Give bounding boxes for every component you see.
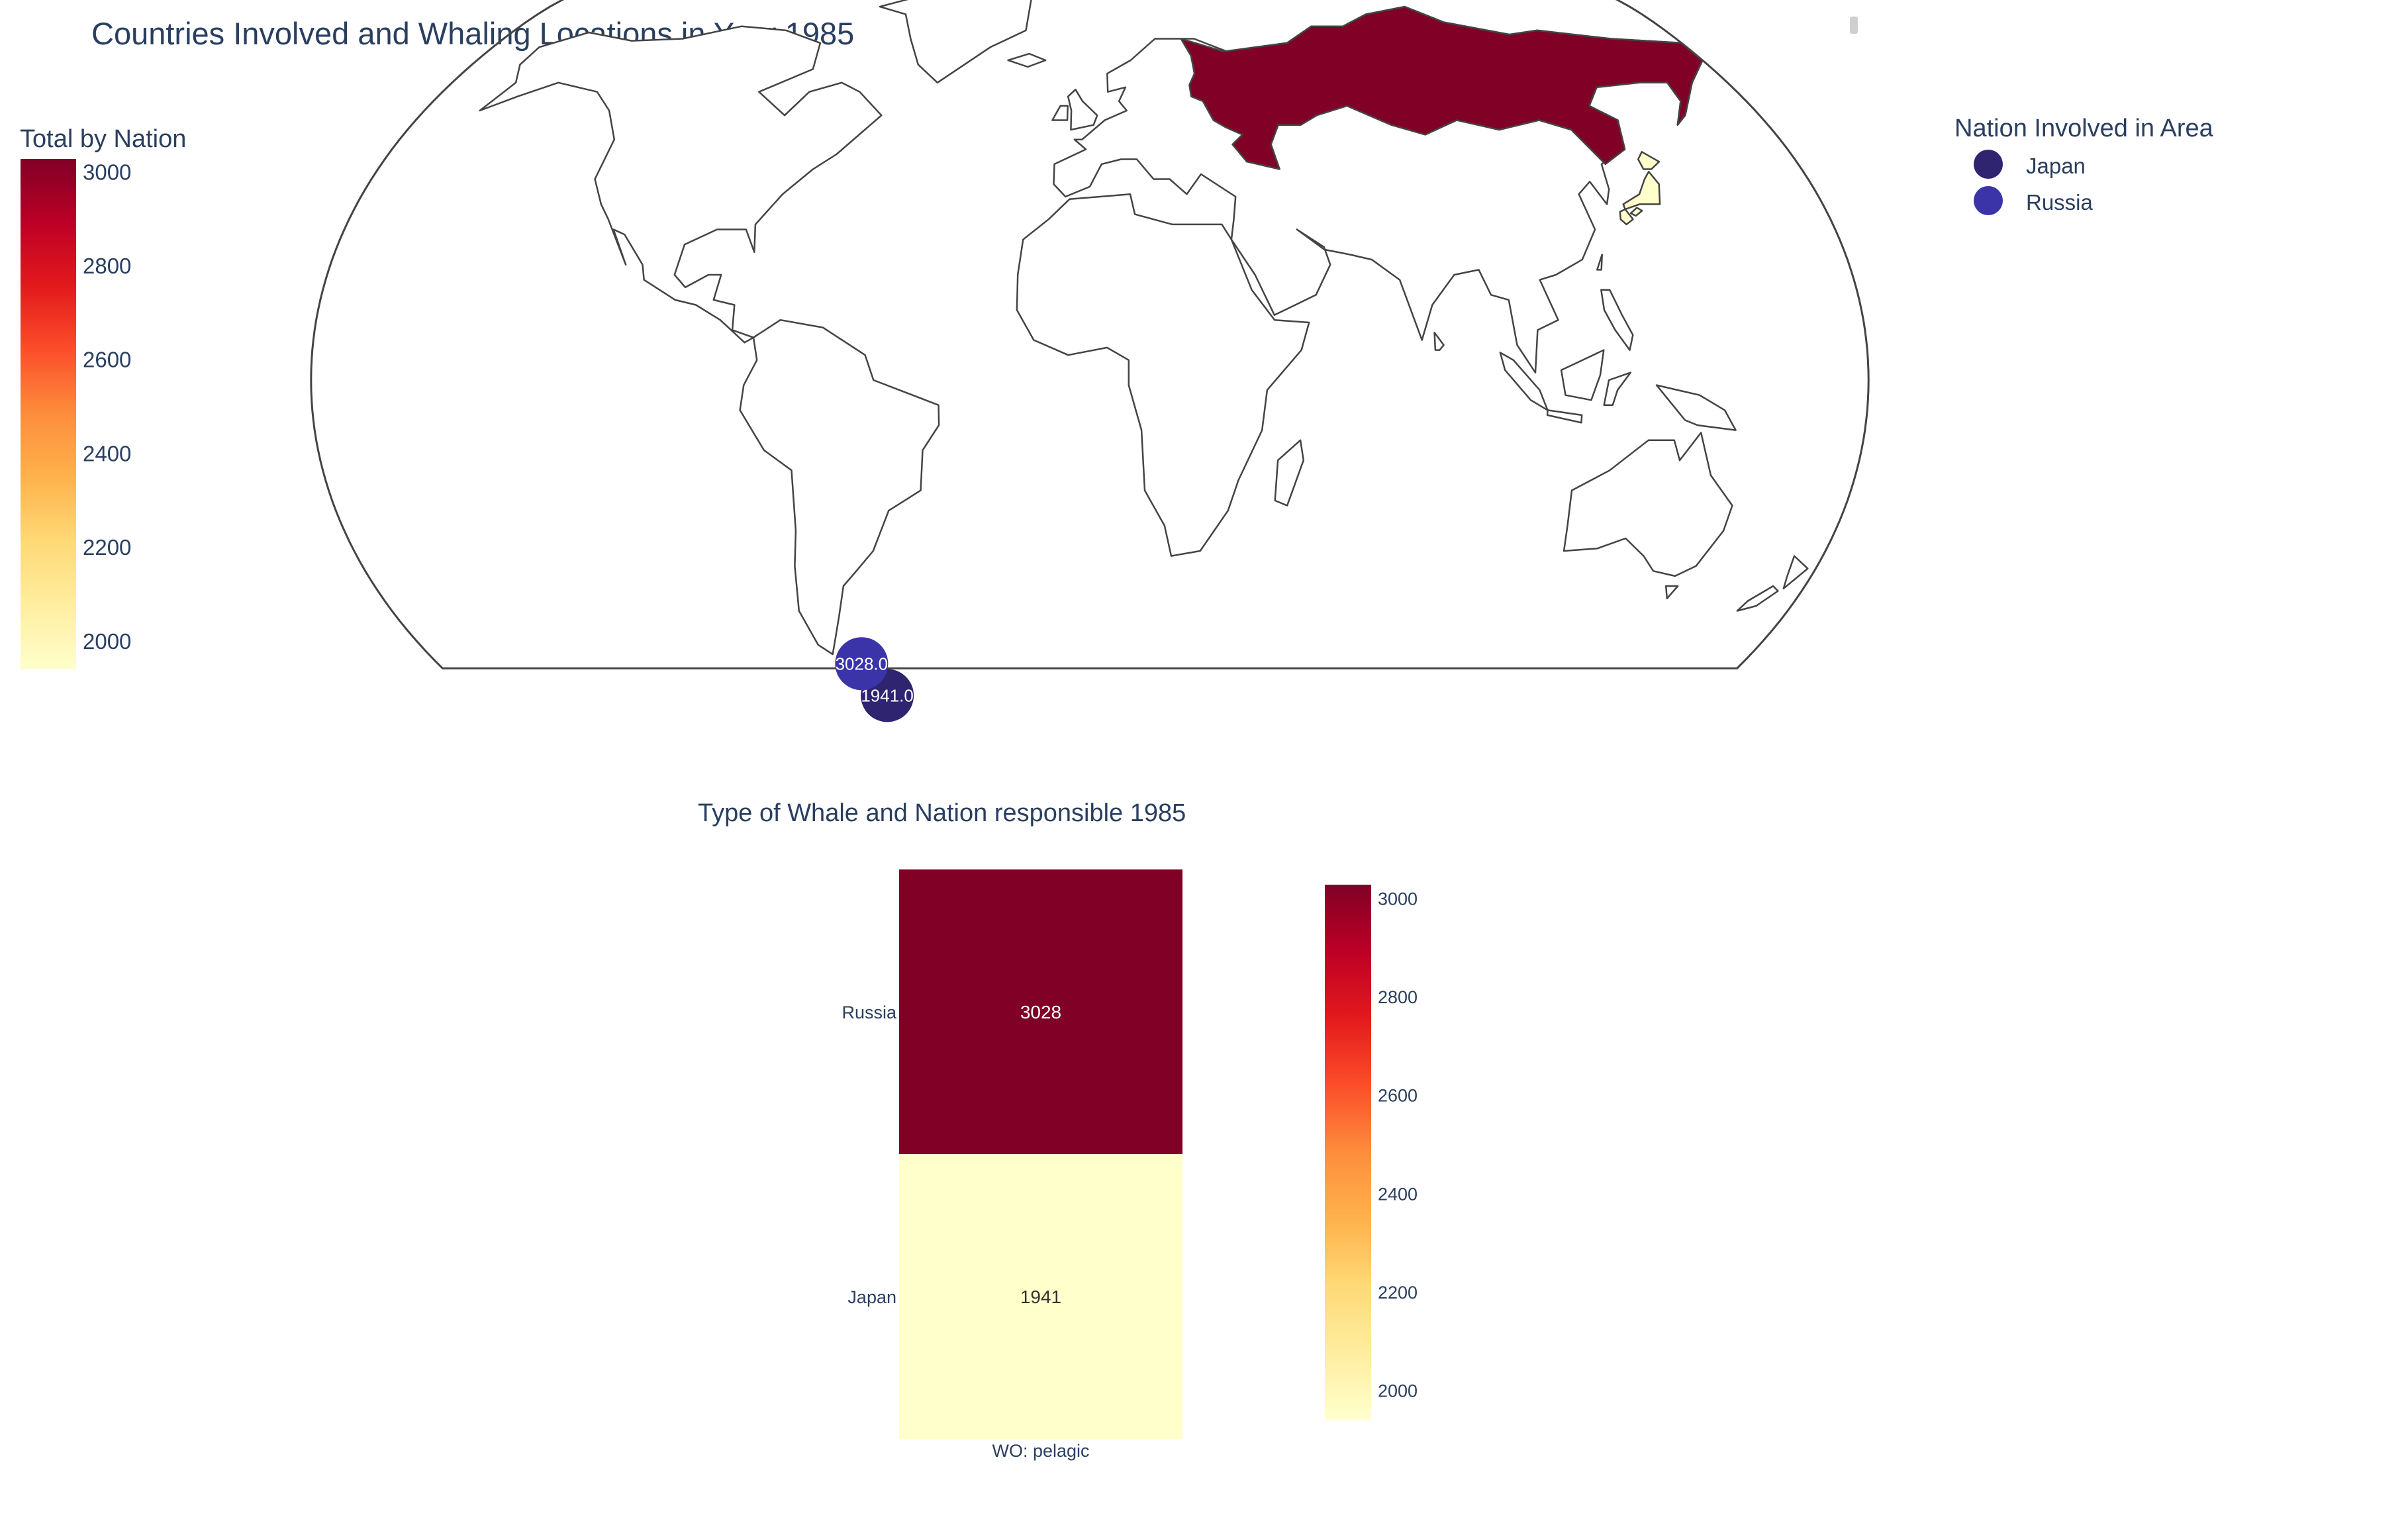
heatmap-x-tick-label: WO: pelagic xyxy=(992,1441,1089,1461)
heatmap-chart: Type of Whale and Nation responsible 198… xyxy=(698,799,1418,1461)
legend-item-russia[interactable]: Russia xyxy=(1974,186,2094,215)
russia-region[interactable] xyxy=(1180,5,1704,170)
legend: Nation Involved in Area Japan Russia xyxy=(1954,115,2214,215)
shikoku-region[interactable] xyxy=(1629,207,1643,217)
legend-label: Russia xyxy=(2026,190,2094,215)
heatmap-cell-japan[interactable] xyxy=(899,1154,1182,1439)
modebar-handle[interactable] xyxy=(1850,17,1858,34)
circle-marker-icon xyxy=(1974,186,2003,215)
heatmap-cell-russia[interactable] xyxy=(899,869,1182,1154)
north-america-landmass xyxy=(479,25,883,344)
heatmap-title: Type of Whale and Nation responsible 198… xyxy=(698,799,1186,827)
kyushu-region[interactable] xyxy=(1619,208,1634,226)
borneo-landmass xyxy=(1560,349,1605,401)
map-colorbar-tick-label: 2200 xyxy=(83,535,131,560)
hokkaido-region[interactable] xyxy=(1637,151,1661,170)
africa-landmass xyxy=(1016,193,1310,557)
madagascar-landmass xyxy=(1274,439,1305,507)
tasmania-landmass xyxy=(1664,585,1679,600)
bubble-label: 3028.0 xyxy=(836,654,889,673)
bubble-marker xyxy=(835,637,889,691)
philippines-landmass xyxy=(1600,289,1634,351)
whaling-marker-russia[interactable]: 3028.0 xyxy=(835,637,889,691)
map-colorbar-tick-label: 2400 xyxy=(83,441,131,466)
heatmap-colorbar-ramp xyxy=(1325,885,1371,1420)
sri-lanka-landmass xyxy=(1433,331,1445,351)
java-landmass xyxy=(1546,409,1583,424)
map-colorbar: Total by Nation 3000 2800 2600 2400 2200 2000 xyxy=(20,125,186,669)
world-map[interactable]: 1941.0 3028.0 xyxy=(310,0,1870,785)
greenland-landmass xyxy=(879,0,1032,84)
heatmap-y-tick-label: Russia xyxy=(842,1003,897,1022)
honshu-region[interactable] xyxy=(1622,170,1661,211)
iceland-landmass xyxy=(1007,52,1047,68)
new-guinea-landmass xyxy=(1655,384,1737,431)
great-britain-landmass xyxy=(1067,88,1098,131)
antarctica-landmass xyxy=(504,691,1665,785)
new-zealand-south-landmass xyxy=(1736,585,1779,612)
heatmap-colorbar-tick-label: 2600 xyxy=(1378,1086,1418,1106)
map-colorbar-tick-label: 2800 xyxy=(83,254,131,278)
legend-title: Nation Involved in Area xyxy=(1954,115,2214,142)
heatmap-cell-value: 3028 xyxy=(1020,1002,1061,1022)
australia-landmass xyxy=(1563,432,1733,577)
heatmap-colorbar-tick-label: 2200 xyxy=(1378,1283,1418,1303)
legend-item-japan[interactable]: Japan xyxy=(1974,150,2086,179)
ireland-landmass xyxy=(1051,105,1069,121)
map-colorbar-title: Total by Nation xyxy=(20,125,186,153)
new-zealand-north-landmass xyxy=(1782,555,1809,590)
circle-marker-icon xyxy=(1974,150,2003,179)
heatmap-colorbar-tick-label: 3000 xyxy=(1378,889,1418,909)
map-frame xyxy=(310,0,1870,669)
heatmap-cell-value: 1941 xyxy=(1020,1287,1061,1307)
map-colorbar-tick-label: 2600 xyxy=(83,348,131,372)
map-colorbar-tick-label: 3000 xyxy=(83,160,131,184)
bubble-label: 1941.0 xyxy=(861,685,914,705)
sumatra-landmass xyxy=(1499,352,1549,411)
heatmap-colorbar-tick-label: 2400 xyxy=(1378,1184,1418,1204)
heatmap-colorbar: 3000 2800 2600 2400 2200 2000 xyxy=(1325,885,1418,1420)
heatmap-y-tick-label: Japan xyxy=(847,1287,896,1307)
heatmap-colorbar-tick-label: 2800 xyxy=(1378,987,1418,1007)
heatmap-colorbar-tick-label: 2000 xyxy=(1378,1381,1418,1401)
map-colorbar-tick-label: 2000 xyxy=(83,629,131,654)
map-colorbar-ramp xyxy=(21,159,76,669)
legend-label: Japan xyxy=(2026,154,2086,178)
taiwan-landmass xyxy=(1596,254,1603,271)
south-america-landmass xyxy=(739,319,940,656)
sulawesi-landmass xyxy=(1603,371,1631,407)
